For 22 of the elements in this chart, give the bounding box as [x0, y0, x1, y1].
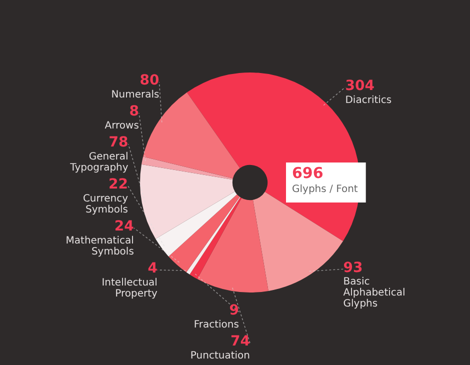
slice-label: Arrows [104, 120, 139, 132]
text: Glyphs / Font [292, 184, 358, 196]
data-label: 22 [108, 176, 128, 193]
data-label: 74 [230, 334, 250, 350]
data-label: 8 [129, 104, 139, 120]
slice-label: Basic Alphabetical Glyphs [343, 276, 406, 310]
text: 696 [292, 164, 324, 182]
data-label: 24 [114, 218, 134, 235]
slice-label: Mathematical Symbols [66, 236, 134, 258]
data-label: 93 [343, 260, 363, 276]
slice-label: Currency Symbols [82, 194, 128, 216]
slice-label: Fractions [194, 320, 239, 331]
slice-label: Punctuation [190, 350, 250, 362]
data-label: 9 [229, 302, 239, 319]
slice-label: General Typography [69, 152, 128, 174]
slice-label: Intellectual Property [102, 278, 158, 300]
data-label: 4 [148, 260, 158, 277]
slice-label: Diacritics [345, 94, 392, 106]
data-label: 78 [108, 134, 128, 151]
data-label: 80 [140, 72, 160, 89]
data-label: 304 [345, 78, 375, 94]
slice-label: Numerals [111, 90, 160, 101]
